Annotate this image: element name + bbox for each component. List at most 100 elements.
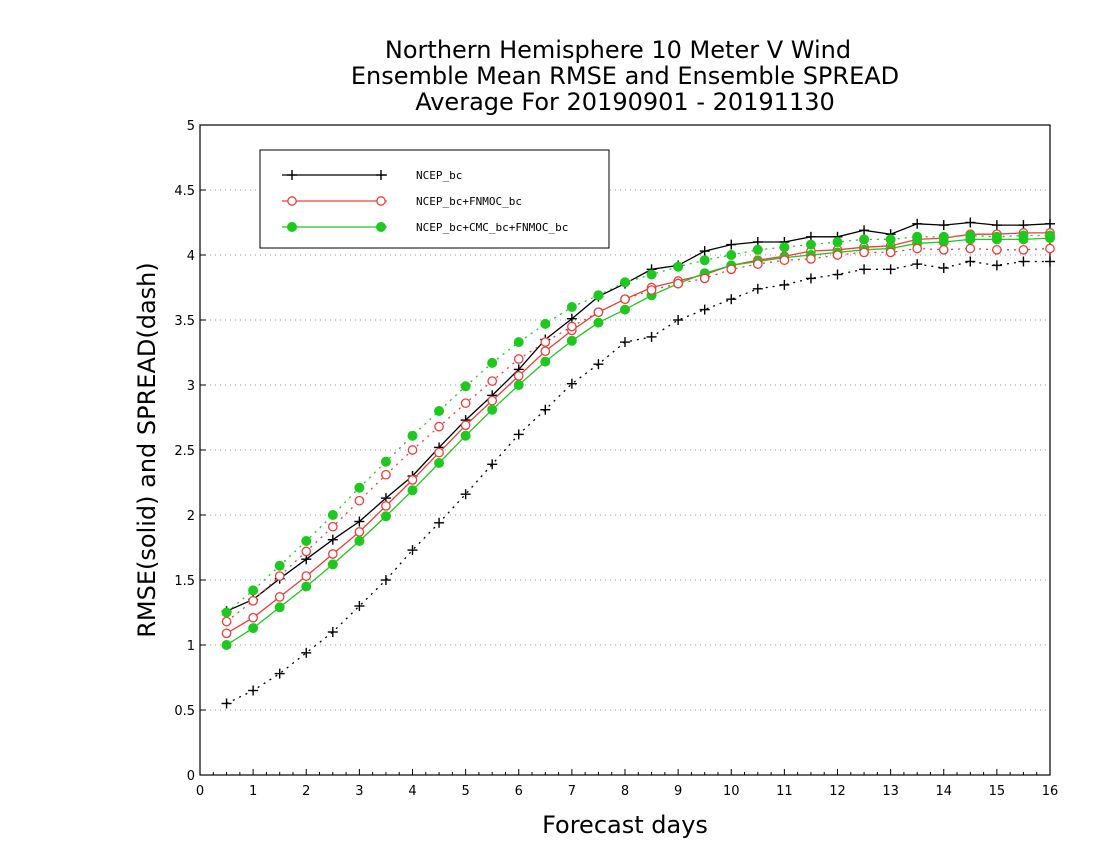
- open-circle-marker: [726, 264, 737, 275]
- filled-circle-marker: [380, 456, 391, 467]
- x-axis-label: Forecast days: [542, 811, 708, 839]
- open-circle-marker: [513, 371, 524, 381]
- plus-marker: [354, 601, 365, 611]
- open-circle-marker: [620, 294, 630, 305]
- plus-marker: [221, 698, 232, 709]
- y-axis-ticks: 0 0.5 1 1.5 2 2.5 3 3.5 4 4.5 5: [174, 119, 206, 784]
- open-circle-marker: [301, 546, 312, 557]
- plus-marker: [912, 218, 923, 229]
- y-tick-label: 4.5: [174, 184, 195, 199]
- filled-circle-marker: [991, 231, 1002, 242]
- open-circle-marker: [274, 592, 285, 602]
- open-circle-marker: [381, 501, 391, 511]
- series-rmse-ncep-bc-cmc-bc-fnmoc-bc: [221, 233, 1055, 650]
- plus-marker: [354, 516, 365, 527]
- filled-circle-marker: [221, 640, 232, 650]
- series-spread-ncep-bc-cmc-bc-fnmoc-bc: [221, 230, 1055, 618]
- y-tick-label: 0.5: [174, 704, 195, 719]
- open-circle-marker: [965, 243, 976, 254]
- plus-marker: [593, 359, 604, 370]
- y-axis-label: RMSE(solid) and SPREAD(dash): [133, 262, 161, 638]
- open-circle-marker: [248, 612, 258, 623]
- filled-circle-marker: [779, 242, 790, 253]
- filled-circle-marker: [248, 585, 259, 596]
- plus-marker: [673, 315, 684, 325]
- x-tick-label: 13: [882, 784, 899, 799]
- filled-circle-marker: [805, 239, 816, 250]
- plus-marker: [938, 263, 949, 273]
- plus-marker: [327, 627, 338, 637]
- open-circle-marker: [248, 595, 258, 606]
- x-tick-label: 3: [355, 784, 363, 799]
- x-tick-label: 1: [249, 784, 257, 799]
- open-circle-marker: [752, 259, 763, 269]
- legend-label: NCEP_bc: [416, 169, 462, 182]
- plus-marker: [726, 294, 737, 305]
- open-circle-marker: [221, 616, 232, 627]
- filled-circle-marker: [513, 380, 524, 390]
- open-circle-marker: [327, 549, 338, 559]
- plus-marker: [1018, 256, 1029, 267]
- x-tick-label: 10: [723, 784, 740, 799]
- legend-label: NCEP_bc+CMC_bc+FNMOC_bc: [416, 221, 568, 234]
- plus-marker: [327, 534, 338, 545]
- plus-marker: [699, 304, 710, 315]
- legend-box: [259, 149, 610, 249]
- open-circle-marker: [1045, 243, 1055, 254]
- open-circle-marker: [593, 307, 604, 318]
- filled-circle-marker: [460, 381, 471, 392]
- open-circle-marker: [327, 521, 338, 532]
- filled-circle-marker: [540, 318, 551, 329]
- open-circle-marker: [885, 247, 896, 258]
- filled-circle-marker: [859, 234, 870, 245]
- y-tick-label: 3.5: [174, 314, 195, 329]
- filled-circle-marker: [434, 406, 445, 416]
- legend: NCEP_bc NCEP_bc+FNMOC_bc NCEP_bc+CMC_bc+FN…: [259, 149, 610, 249]
- legend-entries: NCEP_bc NCEP_bc+FNMOC_bc NCEP_bc+CMC_bc+FN…: [282, 169, 568, 234]
- plus-marker: [1045, 218, 1055, 229]
- filled-circle-marker: [376, 222, 386, 232]
- filled-circle-marker: [885, 234, 896, 245]
- series-line: [226, 237, 1051, 646]
- x-tick-label: 0: [196, 784, 204, 799]
- open-circle-marker: [567, 321, 577, 332]
- y-tick-label: 3: [187, 379, 195, 394]
- y-tick-label: 4: [187, 249, 195, 264]
- plus-marker: [832, 269, 843, 280]
- open-circle-marker: [354, 527, 365, 537]
- legend-item: NCEP_bc+CMC_bc+FNMOC_bc: [282, 221, 568, 234]
- x-tick-label: 12: [829, 784, 846, 799]
- filled-circle-marker: [540, 356, 551, 367]
- y-tick-label: 1.5: [174, 574, 195, 589]
- series-rmse-ncep-bc: [221, 217, 1055, 617]
- x-tick-label: 9: [674, 784, 682, 799]
- x-tick-label: 11: [776, 784, 793, 799]
- open-circle-marker: [407, 475, 418, 485]
- open-circle-marker: [540, 346, 551, 357]
- open-circle-marker: [221, 628, 232, 639]
- open-circle-marker: [938, 244, 949, 255]
- title-line-2: Ensemble Mean RMSE and Ensemble SPREAD: [351, 62, 899, 90]
- plus-marker: [287, 170, 297, 180]
- series-spread-ncep-bc: [221, 256, 1055, 709]
- x-tick-label: 2: [302, 784, 310, 799]
- y-tick-label: 2: [187, 509, 195, 524]
- plus-marker: [620, 337, 630, 348]
- open-circle-marker: [992, 244, 1002, 255]
- y-tick-label: 0: [187, 769, 195, 784]
- filled-circle-marker: [620, 304, 630, 315]
- x-tick-label: 5: [461, 784, 469, 799]
- filled-circle-marker: [274, 560, 285, 571]
- open-circle-marker: [407, 445, 418, 455]
- filled-circle-marker: [487, 404, 498, 415]
- x-tick-label: 7: [568, 784, 576, 799]
- x-tick-label: 16: [1042, 784, 1059, 799]
- plus-marker: [885, 264, 896, 275]
- open-circle-marker: [673, 278, 683, 289]
- open-circle-marker: [513, 354, 524, 364]
- filled-circle-marker: [938, 231, 949, 242]
- series-lines: [221, 217, 1055, 709]
- plus-marker: [513, 429, 524, 440]
- filled-circle-marker: [248, 623, 259, 634]
- plus-marker: [859, 225, 870, 236]
